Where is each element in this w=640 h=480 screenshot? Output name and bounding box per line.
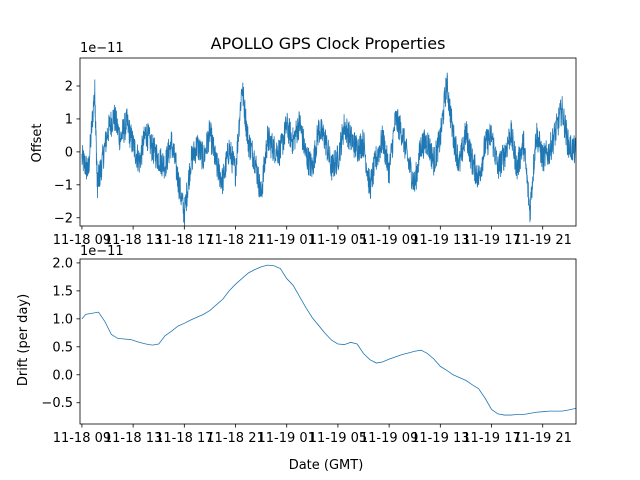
drift-y-tick-label: 0.0 xyxy=(52,368,73,383)
offset-y-tick-label: −1 xyxy=(54,178,73,193)
drift-x-tick-label: 11-18 09 xyxy=(53,431,111,446)
drift-y-tick-label: −0.5 xyxy=(41,396,73,411)
offset-x-tick-label: 11-19 01 xyxy=(257,233,315,248)
offset-x-tick-label: 11-19 13 xyxy=(411,233,469,248)
drift-x-axis-label: Date (GMT) xyxy=(289,458,364,473)
drift-x-tick-label: 11-18 17 xyxy=(155,431,213,446)
drift-x-tick-label: 11-19 13 xyxy=(411,431,469,446)
offset-y-tick-label: 0 xyxy=(65,145,73,160)
drift-y-tick-label: 2.0 xyxy=(52,256,73,271)
drift-y-axis-label: Drift (per day) xyxy=(16,294,31,386)
offset-x-tick-label: 11-18 09 xyxy=(53,233,111,248)
offset-y-axis-label: Offset xyxy=(30,123,45,162)
drift-multiplier-label: 1e−11 xyxy=(80,244,124,259)
offset-x-tick-label: 11-19 17 xyxy=(462,233,520,248)
offset-x-tick-label: 11-19 05 xyxy=(309,233,367,248)
offset-y-tick-label: 2 xyxy=(65,80,73,95)
offset-x-tick-label: 11-19 09 xyxy=(360,233,418,248)
drift-x-tick-label: 11-19 17 xyxy=(462,431,520,446)
offset-series-line xyxy=(81,72,576,226)
offset-multiplier-label: 1e−11 xyxy=(80,41,124,56)
chart-title: APOLLO GPS Clock Properties xyxy=(211,34,446,53)
drift-x-tick-label: 11-19 09 xyxy=(360,431,418,446)
drift-x-tick-label: 11-19 21 xyxy=(513,431,571,446)
drift-y-tick-label: 0.5 xyxy=(52,340,73,355)
offset-y-tick-label: −2 xyxy=(54,211,73,226)
drift-series-line xyxy=(81,264,576,416)
drift-x-tick-label: 11-19 05 xyxy=(309,431,367,446)
drift-x-tick-label: 11-18 21 xyxy=(206,431,264,446)
offset-y-tick-label: 1 xyxy=(65,112,73,127)
offset-x-tick-label: 11-19 21 xyxy=(513,233,571,248)
drift-y-tick-label: 1.0 xyxy=(52,312,73,327)
offset-axes-frame xyxy=(79,57,577,227)
offset-x-tick-label: 11-18 21 xyxy=(206,233,264,248)
drift-x-tick-label: 11-18 13 xyxy=(104,431,162,446)
drift-x-tick-label: 11-19 01 xyxy=(257,431,315,446)
offset-x-tick-label: 11-18 13 xyxy=(104,233,162,248)
offset-x-tick-label: 11-18 17 xyxy=(155,233,213,248)
drift-axes-frame xyxy=(79,258,577,425)
drift-y-tick-label: 1.5 xyxy=(52,284,73,299)
drift-panel: 1e−11 Drift (per day) Date (GMT) −0.5 0.0… xyxy=(16,244,577,473)
